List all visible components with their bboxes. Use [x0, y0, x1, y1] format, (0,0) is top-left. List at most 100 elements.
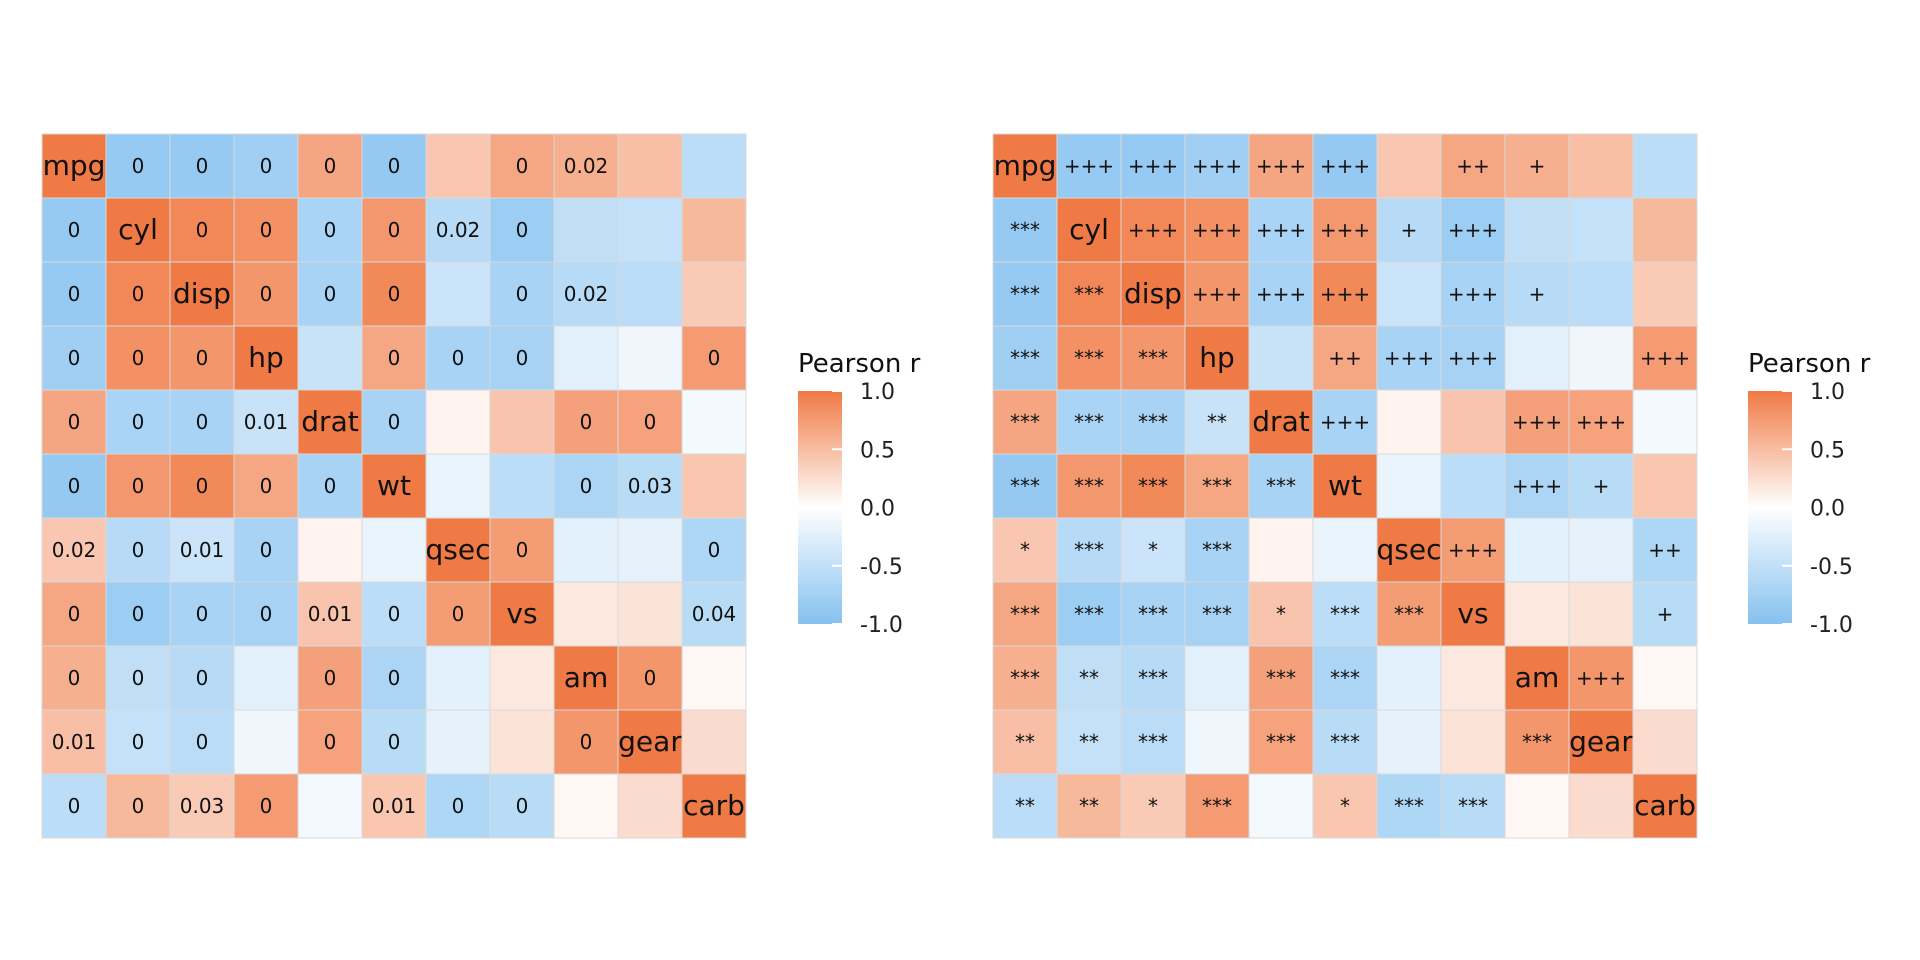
cell-label: +++ — [1192, 218, 1242, 242]
legend-tick-label: -0.5 — [860, 555, 903, 580]
heatmap-cell — [233, 581, 299, 647]
heatmap-cell — [553, 517, 619, 583]
heatmap-cell — [1056, 453, 1122, 519]
heatmap-cell — [41, 261, 107, 327]
cell-label: 0 — [68, 666, 81, 690]
heatmap-cell — [169, 645, 235, 711]
heatmap-cell — [1504, 581, 1570, 647]
heatmap-cell — [297, 773, 363, 839]
heatmap-cell — [105, 197, 171, 263]
cell-label: 0.01 — [180, 538, 225, 562]
cell-label: +++ — [1448, 346, 1498, 370]
cell-label: ++ — [1328, 346, 1362, 370]
heatmap-cell — [425, 645, 491, 711]
heatmap-cell — [1120, 773, 1186, 839]
cell-label: 0 — [260, 538, 273, 562]
heatmap-cell — [1632, 389, 1698, 455]
cell-label: *** — [1202, 794, 1232, 818]
cell-label: +++ — [1192, 282, 1242, 306]
cell-label: 0 — [388, 666, 401, 690]
heatmap-cell — [105, 261, 171, 327]
cell-label: +++ — [1192, 154, 1242, 178]
heatmap-cell — [1184, 773, 1250, 839]
heatmap-cell — [1312, 389, 1378, 455]
heatmap-cell — [617, 325, 683, 391]
cell-label: 0.02 — [52, 538, 97, 562]
cell-label: *** — [1138, 730, 1168, 754]
cell-label: 0 — [132, 602, 145, 626]
heatmap-cell — [1056, 197, 1122, 263]
heatmap-cell — [617, 517, 683, 583]
heatmap-cell — [1184, 581, 1250, 647]
cell-label: 0 — [388, 346, 401, 370]
cell-label: *** — [1522, 730, 1552, 754]
cell-label: 0 — [68, 346, 81, 370]
cell-label: +++ — [1576, 666, 1626, 690]
variable-label: vs — [506, 597, 537, 630]
heatmap-cell — [233, 645, 299, 711]
cell-label: 0 — [68, 218, 81, 242]
heatmap-cell — [297, 261, 363, 327]
cell-label: +++ — [1448, 218, 1498, 242]
cell-label: +++ — [1320, 410, 1370, 434]
cell-label: ++ — [1648, 538, 1682, 562]
heatmap-cell — [489, 389, 555, 455]
variable-label: disp — [173, 277, 231, 310]
cell-label: +++ — [1512, 474, 1562, 498]
heatmap-cell — [1056, 773, 1122, 839]
cell-label: +++ — [1256, 154, 1306, 178]
cell-label: + — [1529, 154, 1546, 178]
heatmap-cell — [553, 645, 619, 711]
heatmap-cell — [1376, 261, 1442, 327]
heatmap-cell — [1312, 517, 1378, 583]
heatmap-cell — [1248, 581, 1314, 647]
heatmap-cell — [1248, 133, 1314, 199]
cell-label: 0 — [132, 474, 145, 498]
heatmap-cell — [489, 261, 555, 327]
heatmap-cell — [1184, 709, 1250, 775]
cell-label: *** — [1010, 666, 1040, 690]
heatmap-cell — [681, 581, 747, 647]
heatmap-cell — [1440, 581, 1506, 647]
cell-label: 0 — [196, 602, 209, 626]
cell-label: ** — [1015, 794, 1035, 818]
heatmap-cell — [425, 261, 491, 327]
heatmap-cell — [489, 645, 555, 711]
heatmap-cell — [1504, 517, 1570, 583]
variable-label: am — [564, 661, 608, 694]
heatmap-cell — [1440, 709, 1506, 775]
heatmap-cell — [1632, 517, 1698, 583]
cell-label: +++ — [1640, 346, 1690, 370]
heatmap-cell — [41, 773, 107, 839]
heatmap-cell — [1184, 389, 1250, 455]
right-legend-title: Pearson r — [1748, 349, 1871, 379]
heatmap-cell — [1440, 453, 1506, 519]
heatmap-cell — [681, 773, 747, 839]
cell-label: 0 — [196, 346, 209, 370]
cell-label: 0 — [580, 410, 593, 434]
heatmap-cell — [617, 773, 683, 839]
cell-label: +++ — [1320, 154, 1370, 178]
heatmap-cell — [1568, 197, 1634, 263]
heatmap-cell — [553, 773, 619, 839]
heatmap-cell — [1248, 645, 1314, 711]
cell-label: 0 — [708, 538, 721, 562]
cell-label: 0 — [516, 538, 529, 562]
variable-label: carb — [1634, 789, 1696, 822]
cell-label: 0 — [708, 346, 721, 370]
heatmap-cell — [992, 517, 1058, 583]
variable-label: wt — [1328, 469, 1362, 502]
heatmap-cell — [1568, 453, 1634, 519]
heatmap-cell — [617, 453, 683, 519]
heatmap-cell — [361, 261, 427, 327]
heatmap-cell — [1248, 325, 1314, 391]
heatmap-cell — [297, 517, 363, 583]
heatmap-cell — [425, 453, 491, 519]
cell-label: * — [1148, 538, 1158, 562]
variable-label: gear — [618, 725, 682, 758]
cell-label: +++ — [1320, 282, 1370, 306]
cell-label: 0 — [260, 218, 273, 242]
heatmap-cell — [1056, 645, 1122, 711]
cell-label: + — [1593, 474, 1610, 498]
heatmap-cell — [489, 325, 555, 391]
